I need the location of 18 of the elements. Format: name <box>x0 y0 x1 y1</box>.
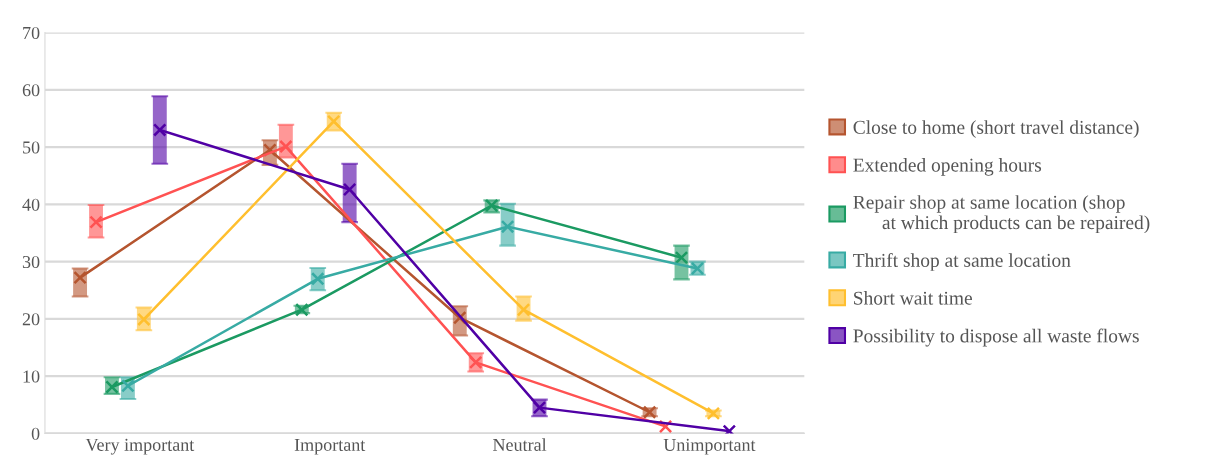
y-tick-label: 10 <box>23 370 40 383</box>
y-tick-label: 60 <box>22 84 40 97</box>
legend-label: Short wait time <box>854 291 972 305</box>
legend-label: Thrift shop at same location <box>853 253 1071 271</box>
y-tick-label: 50 <box>23 141 40 154</box>
x-tick-label: Important <box>294 438 366 455</box>
y-tick-label: 70 <box>23 26 40 40</box>
y-tick-label: 20 <box>22 313 40 326</box>
legend-label: Possibility to dispose all waste flows <box>853 328 1139 347</box>
legend-label: Extended opening hours <box>853 157 1042 176</box>
x-tick-label: Very important <box>85 438 195 455</box>
legend-label: Close to home (short travel distance) <box>853 120 1139 138</box>
y-tick-label: 40 <box>22 198 40 211</box>
legend-label: Repair shop at same location (shop at which products can be repaired) <box>853 195 1150 234</box>
x-tick-label: Neutral <box>493 438 547 451</box>
x-tick-label: Unimportant <box>663 438 756 455</box>
y-tick-label: 0 <box>31 427 40 440</box>
y-tick-label: 30 <box>22 255 40 269</box>
